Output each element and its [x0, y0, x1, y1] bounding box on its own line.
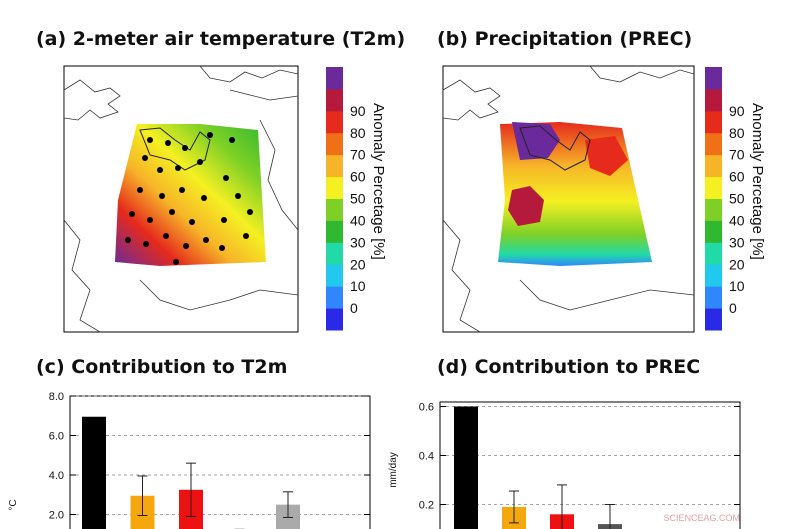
colorbar-swatch [705, 154, 722, 178]
colorbar-tick-label: 30 [729, 234, 745, 250]
colorbar-tick-label: 40 [350, 212, 366, 228]
colorbar-swatch [326, 154, 343, 178]
colorbar-tick-label: 10 [729, 278, 745, 294]
y-tick-label: 6.0 [49, 431, 64, 443]
plot-frame [69, 395, 371, 529]
colorbar-swatch [326, 198, 343, 221]
colorbar-tick-label: 30 [350, 234, 366, 250]
colorbar-tick-label: 50 [350, 191, 366, 207]
colorbar-swatch [705, 132, 722, 156]
bar [454, 406, 478, 529]
colorbar-tick-label: 70 [729, 147, 745, 163]
colorbar-tick-label: 80 [350, 125, 366, 141]
colorbar-swatch [326, 220, 343, 243]
colorbar-tick-label: 60 [729, 169, 745, 185]
colorbar-label-a: Anomaly Percetage [%] [370, 103, 387, 260]
colorbar-swatch [705, 88, 722, 112]
colorbar-swatch [705, 198, 722, 221]
colorbar-swatch [326, 264, 343, 287]
y-tick-label: 0.2 [419, 500, 434, 512]
map-a [63, 65, 299, 333]
watermark: SCIENCEAG.COM [663, 513, 740, 523]
colorbar-tick-label: 20 [350, 256, 366, 272]
colorbar-b: 0 10 20 30 40 50 60 70 80 90 Anomaly Percetage [%] [705, 67, 766, 331]
colorbar-swatch [326, 308, 343, 331]
panel-c-title: (c) Contribution to T2m [36, 356, 288, 378]
colorbar-swatch [705, 286, 722, 309]
y-tick-label: 0.6 [419, 402, 434, 414]
colorbar-swatch [326, 88, 343, 112]
colorbar-tick-label: 20 [729, 256, 745, 272]
station-markers [125, 132, 253, 265]
panel-d-title: (d) Contribution to PREC [437, 356, 701, 378]
colorbar-tick-label: 40 [729, 212, 745, 228]
colorbar-swatch [705, 67, 722, 90]
colorbar-tick-label: 70 [350, 147, 366, 163]
colorbar-swatch [326, 132, 343, 156]
colorbar-swatch [326, 176, 343, 199]
panel-b-title: (b) Precipitation (PREC) [437, 28, 693, 50]
y-tick-label: 0.4 [419, 451, 434, 463]
colorbar-label-b: Anomaly Percetage [%] [749, 103, 766, 260]
colorbar-tick-label: 90 [350, 103, 366, 119]
colorbar-tick-label: 60 [350, 169, 366, 185]
bar-chart-d: 0.6 0.4 0.2 mm/day [388, 401, 741, 529]
colorbar-swatch [326, 242, 343, 265]
y-axis-label-d: mm/day [388, 452, 399, 488]
y-axis-label-c: °C [8, 499, 19, 510]
colorbar-tick-label: 0 [350, 300, 358, 316]
y-tick-label: 2.0 [49, 510, 64, 522]
y-tick-label: 8.0 [49, 391, 64, 403]
colorbar-swatch [705, 110, 722, 134]
bar [82, 416, 106, 529]
y-tick-label: 4.0 [49, 470, 64, 482]
colorbar-tick-label: 10 [350, 278, 366, 294]
colorbar-swatch [705, 176, 722, 199]
plot-frame [439, 401, 741, 529]
panel-a-title: (a) 2-meter air temperature (T2m) [36, 28, 406, 50]
colorbar-swatch [705, 220, 722, 243]
bar-chart-c: 8.0 6.0 4.0 2.0 °C [8, 391, 371, 529]
colorbar-a: 0 10 20 30 40 50 60 70 80 90 Anomaly Percetage [%] [326, 67, 387, 331]
colorbar-swatch [326, 286, 343, 309]
colorbar-tick-label: 80 [729, 125, 745, 141]
colorbar-swatch [705, 242, 722, 265]
colorbar-tick-label: 90 [729, 103, 745, 119]
colorbar-swatch [705, 264, 722, 287]
map-b [442, 65, 695, 333]
colorbar-tick-label: 50 [729, 191, 745, 207]
colorbar-swatch [326, 67, 343, 90]
colorbar-swatch [705, 308, 722, 331]
colorbar-tick-label: 0 [729, 300, 737, 316]
colorbar-swatch [326, 110, 343, 134]
